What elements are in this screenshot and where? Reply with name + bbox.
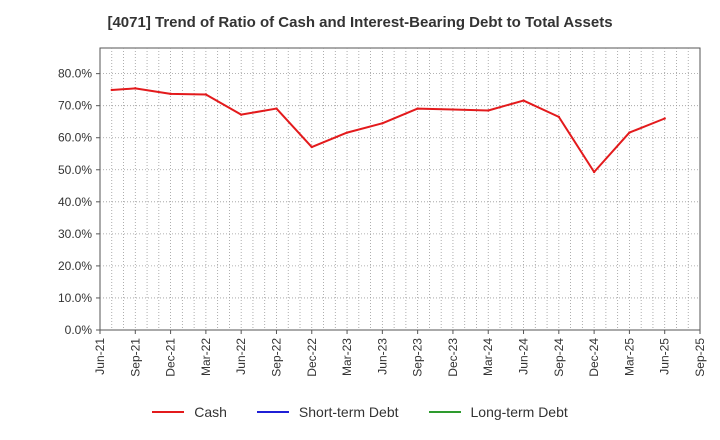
x-tick-label: Mar-23 [340, 338, 354, 376]
y-tick-label: 80.0% [58, 67, 92, 81]
data-point [628, 131, 631, 134]
data-point [239, 113, 243, 116]
data-point [451, 108, 455, 111]
y-tick-label: 60.0% [58, 131, 92, 145]
data-point [134, 87, 137, 90]
x-tick-label: Jun-22 [234, 338, 248, 375]
x-tick-label: Sep-25 [693, 338, 707, 377]
y-tick-label: 10.0% [58, 291, 92, 305]
legend-swatch-long-term-debt [428, 411, 461, 413]
x-tick-label: Dec-24 [587, 338, 601, 377]
data-point [487, 109, 490, 112]
data-point [381, 122, 384, 125]
x-tick-label: Jun-24 [517, 338, 531, 375]
plot-area [99, 47, 701, 331]
legend-item-cash: Cash [152, 404, 227, 420]
data-point [275, 107, 278, 110]
x-tick-label: Dec-23 [446, 338, 460, 377]
x-tick-label: Mar-24 [481, 338, 495, 376]
legend-label-long-term-debt: Long-term Debt [470, 404, 568, 420]
y-tick-label: 50.0% [58, 163, 92, 177]
legend-swatch-short-term-debt [256, 411, 289, 413]
data-point [310, 145, 313, 149]
chart-legend: Cash Short-term Debt Long-term Debt [0, 404, 720, 420]
y-tick-label: 0.0% [65, 323, 93, 337]
x-tick-label: Sep-24 [552, 338, 566, 377]
y-tick-label: 30.0% [58, 227, 92, 241]
x-tick-label: Dec-22 [305, 338, 319, 377]
data-point [416, 107, 419, 110]
y-tick-label: 40.0% [58, 195, 92, 209]
x-tick-label: Mar-22 [199, 338, 213, 376]
x-tick-label: Jun-23 [375, 338, 389, 375]
data-point [110, 88, 113, 92]
x-tick-label: Mar-25 [622, 338, 636, 376]
x-tick-label: Jun-21 [93, 338, 107, 375]
legend-item-short-term-debt: Short-term Debt [256, 404, 399, 420]
x-tick-label: Dec-21 [164, 338, 178, 377]
chart-title: [4071] Trend of Ratio of Cash and Intere… [107, 14, 613, 31]
data-point [522, 99, 525, 102]
data-point [169, 92, 172, 96]
data-point [663, 117, 666, 120]
data-point [345, 131, 349, 134]
legend-item-long-term-debt: Long-term Debt [428, 404, 568, 420]
y-tick-label: 70.0% [58, 99, 92, 113]
data-point [204, 93, 208, 96]
x-tick-label: Sep-23 [411, 338, 425, 377]
x-tick-label: Sep-22 [269, 338, 283, 377]
legend-swatch-cash [152, 411, 185, 413]
y-tick-label: 20.0% [58, 259, 92, 273]
legend-label-cash: Cash [194, 404, 227, 420]
x-tick-label: Jun-25 [658, 338, 672, 375]
data-point [557, 115, 561, 119]
legend-label-short-term-debt: Short-term Debt [298, 404, 399, 420]
data-point [592, 170, 596, 174]
x-tick-label: Sep-21 [128, 338, 142, 377]
